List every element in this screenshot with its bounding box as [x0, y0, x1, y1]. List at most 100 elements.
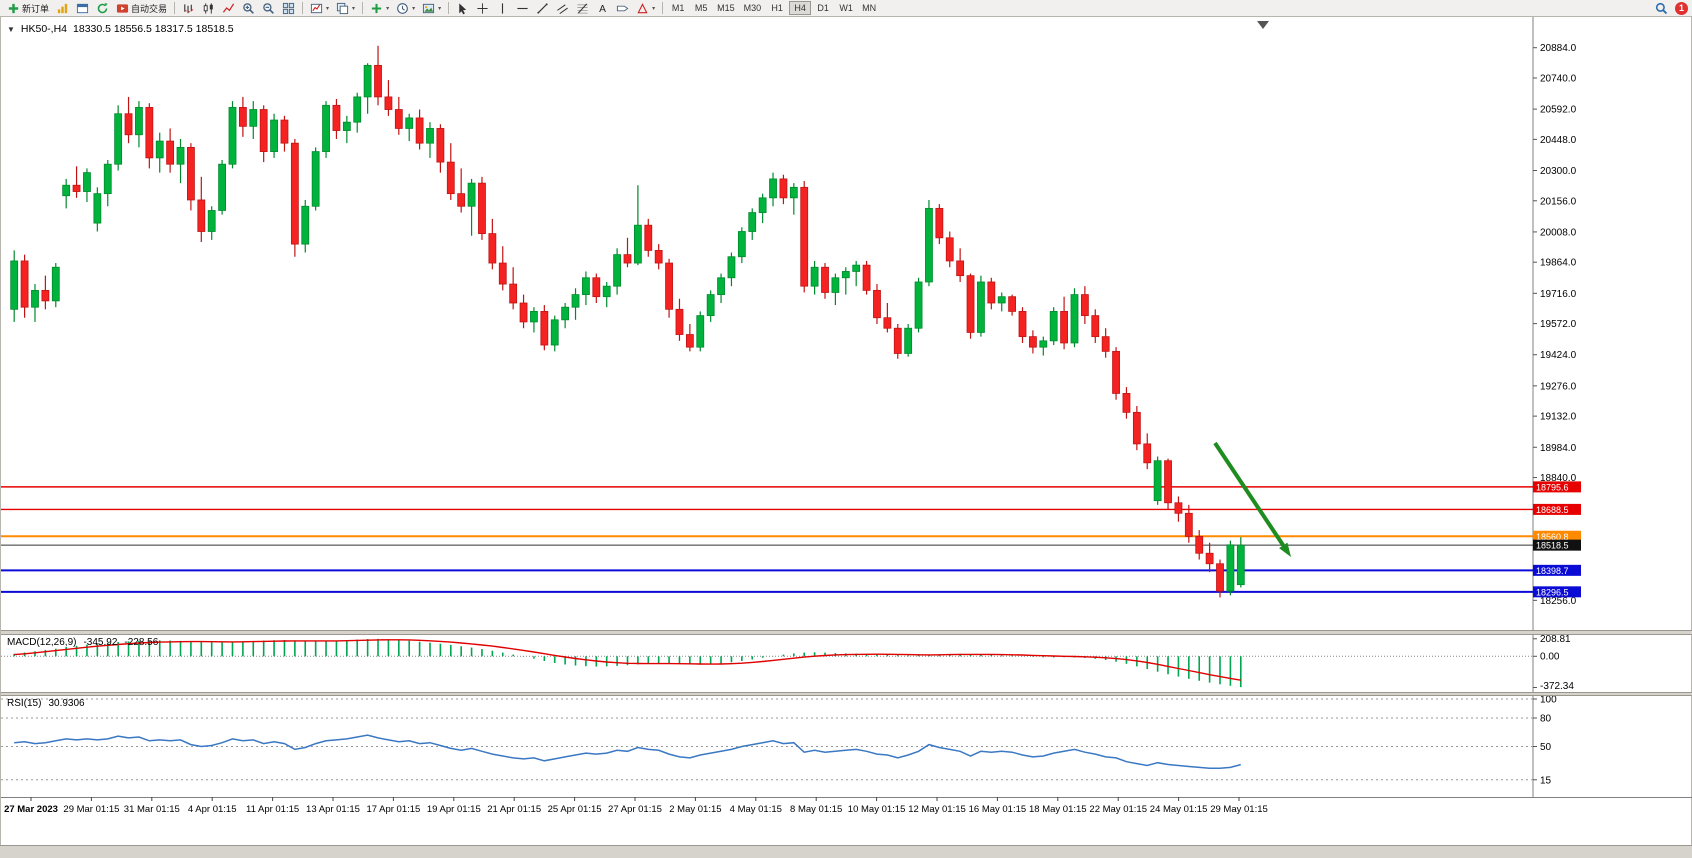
bottom-scrollbar[interactable] [0, 845, 1692, 858]
main-price-chart[interactable]: 20884.0 20740.0 20592.0 20448.0 20300.0 20156… [1, 17, 1692, 630]
panel-divider-rsi[interactable] [1, 692, 1692, 696]
svg-text:27 Mar 2023: 27 Mar 2023 [4, 804, 58, 815]
svg-text:15: 15 [1540, 775, 1552, 786]
price-line-tag [1533, 539, 1581, 551]
svg-text:18795.6: 18795.6 [1536, 482, 1569, 492]
rsi-line [14, 734, 1241, 770]
dropdown-arrow-icon: ▾ [352, 5, 356, 12]
vertical-line-button[interactable] [493, 1, 512, 16]
svg-text:25 Apr 01:15: 25 Apr 01:15 [548, 804, 602, 815]
toolbar-separator [362, 2, 364, 14]
svg-text:20592.0: 20592.0 [1540, 105, 1577, 116]
auto-trading-button[interactable]: 自动交易 [113, 1, 170, 16]
new-chart-button[interactable]: ▾ [307, 1, 332, 16]
price-line-tag [1533, 530, 1581, 542]
toolbar-separator [302, 2, 304, 14]
svg-text:16 May 01:15: 16 May 01:15 [969, 804, 1027, 815]
timeframe-M30[interactable]: M30 [740, 1, 766, 15]
chart-title: ▼ HK50-,H4 18330.5 18556.5 18317.5 18518… [7, 23, 234, 35]
price-line-tag [1533, 586, 1581, 598]
new-order-icon [7, 2, 20, 15]
svg-text:4 May 01:15: 4 May 01:15 [730, 804, 782, 815]
template-icon [422, 2, 435, 15]
data-window-button[interactable] [73, 1, 92, 16]
svg-text:80: 80 [1540, 714, 1552, 725]
vline-icon [496, 2, 509, 15]
svg-text:19716.0: 19716.0 [1540, 289, 1577, 300]
templates-button[interactable]: ▾ [419, 1, 444, 16]
svg-text:13 Apr 01:15: 13 Apr 01:15 [306, 804, 360, 815]
macd-signal-line [14, 639, 1241, 681]
svg-text:20008.0: 20008.0 [1540, 227, 1577, 238]
tile-windows-button[interactable] [279, 1, 298, 16]
text-label-button[interactable] [613, 1, 632, 16]
market-watch-button[interactable] [53, 1, 72, 16]
refresh-button[interactable] [93, 1, 112, 16]
text-button[interactable]: A [593, 1, 612, 16]
svg-text:29 May 01:15: 29 May 01:15 [1210, 804, 1268, 815]
price-line-tag [1533, 503, 1581, 515]
zoom-in-icon [242, 2, 255, 15]
profiles-icon [336, 2, 349, 15]
price-line-tag [1533, 481, 1581, 493]
collapse-chart-icon[interactable]: ▼ [7, 24, 15, 34]
timeframe-D1[interactable]: D1 [812, 1, 834, 15]
svg-text:2 May 01:15: 2 May 01:15 [669, 804, 721, 815]
indicators-button[interactable]: ▾ [367, 1, 392, 16]
crosshair-button[interactable] [473, 1, 492, 16]
svg-text:27 Apr 01:15: 27 Apr 01:15 [608, 804, 662, 815]
window-blue-icon [76, 2, 89, 15]
search-button[interactable] [1652, 1, 1671, 16]
dropdown-arrow-icon: ▾ [438, 5, 442, 12]
toolbar-separator [662, 2, 664, 14]
zoom-out-button[interactable] [259, 1, 278, 16]
bar-chart-button[interactable] [179, 1, 198, 16]
trendline-button[interactable] [533, 1, 552, 16]
indicator-plus-icon [370, 2, 383, 15]
hline-icon [516, 2, 529, 15]
auto-trading-button-label: 自动交易 [131, 3, 168, 14]
candlestick-chart-button[interactable] [199, 1, 218, 16]
shapes-button[interactable]: ▾ [633, 1, 658, 16]
macd-panel[interactable]: 208.81 0.00 -372.34 [1, 635, 1692, 692]
svg-text:10 May 01:15: 10 May 01:15 [848, 804, 906, 815]
timeframe-W1[interactable]: W1 [835, 1, 857, 15]
linechart-icon [222, 2, 235, 15]
chart-ohlc-values: 18330.5 18556.5 18317.5 18518.5 [73, 23, 234, 35]
bars-icon [182, 2, 195, 15]
svg-text:18518.5: 18518.5 [1536, 541, 1569, 551]
periods-button[interactable]: ▾ [393, 1, 418, 16]
svg-text:20740.0: 20740.0 [1540, 73, 1577, 84]
zoom-in-button[interactable] [239, 1, 258, 16]
textA-icon: A [596, 2, 609, 15]
timeframe-MN[interactable]: MN [858, 1, 880, 15]
svg-text:31 Mar 01:15: 31 Mar 01:15 [124, 804, 180, 815]
timeframe-M5[interactable]: M5 [690, 1, 712, 15]
fibo-icon [576, 2, 589, 15]
horizontal-line-button[interactable] [513, 1, 532, 16]
rsi-panel[interactable]: 100 80 50 15 [1, 696, 1692, 797]
tile-icon [282, 2, 295, 15]
profiles-button[interactable]: ▾ [333, 1, 358, 16]
svg-text:19276.0: 19276.0 [1540, 381, 1577, 392]
svg-text:19864.0: 19864.0 [1540, 258, 1577, 269]
price-line-tag [1533, 564, 1581, 576]
line-chart-button[interactable] [219, 1, 238, 16]
notification-badge[interactable]: 1 [1675, 1, 1688, 15]
new-order-button[interactable]: 新订单 [4, 1, 52, 16]
channel-button[interactable] [553, 1, 572, 16]
toolbar-separator [448, 2, 450, 14]
svg-text:208.81: 208.81 [1540, 635, 1571, 645]
cursor-button[interactable] [453, 1, 472, 16]
timeframe-M1[interactable]: M1 [667, 1, 689, 15]
svg-text:18688.5: 18688.5 [1536, 505, 1569, 515]
timeframe-H1[interactable]: H1 [766, 1, 788, 15]
timeframe-H4[interactable]: H4 [789, 1, 812, 15]
time-axis: 27 Mar 2023 29 Mar 01:15 31 Mar 01:15 4 Apr… [1, 797, 1692, 815]
fibonacci-button[interactable] [573, 1, 592, 16]
timeframe-M15[interactable]: M15 [713, 1, 739, 15]
svg-text:18984.0: 18984.0 [1540, 443, 1577, 454]
svg-text:24 May 01:15: 24 May 01:15 [1150, 804, 1208, 815]
svg-text:18840.0: 18840.0 [1540, 473, 1577, 484]
panel-divider-macd[interactable] [1, 630, 1692, 635]
